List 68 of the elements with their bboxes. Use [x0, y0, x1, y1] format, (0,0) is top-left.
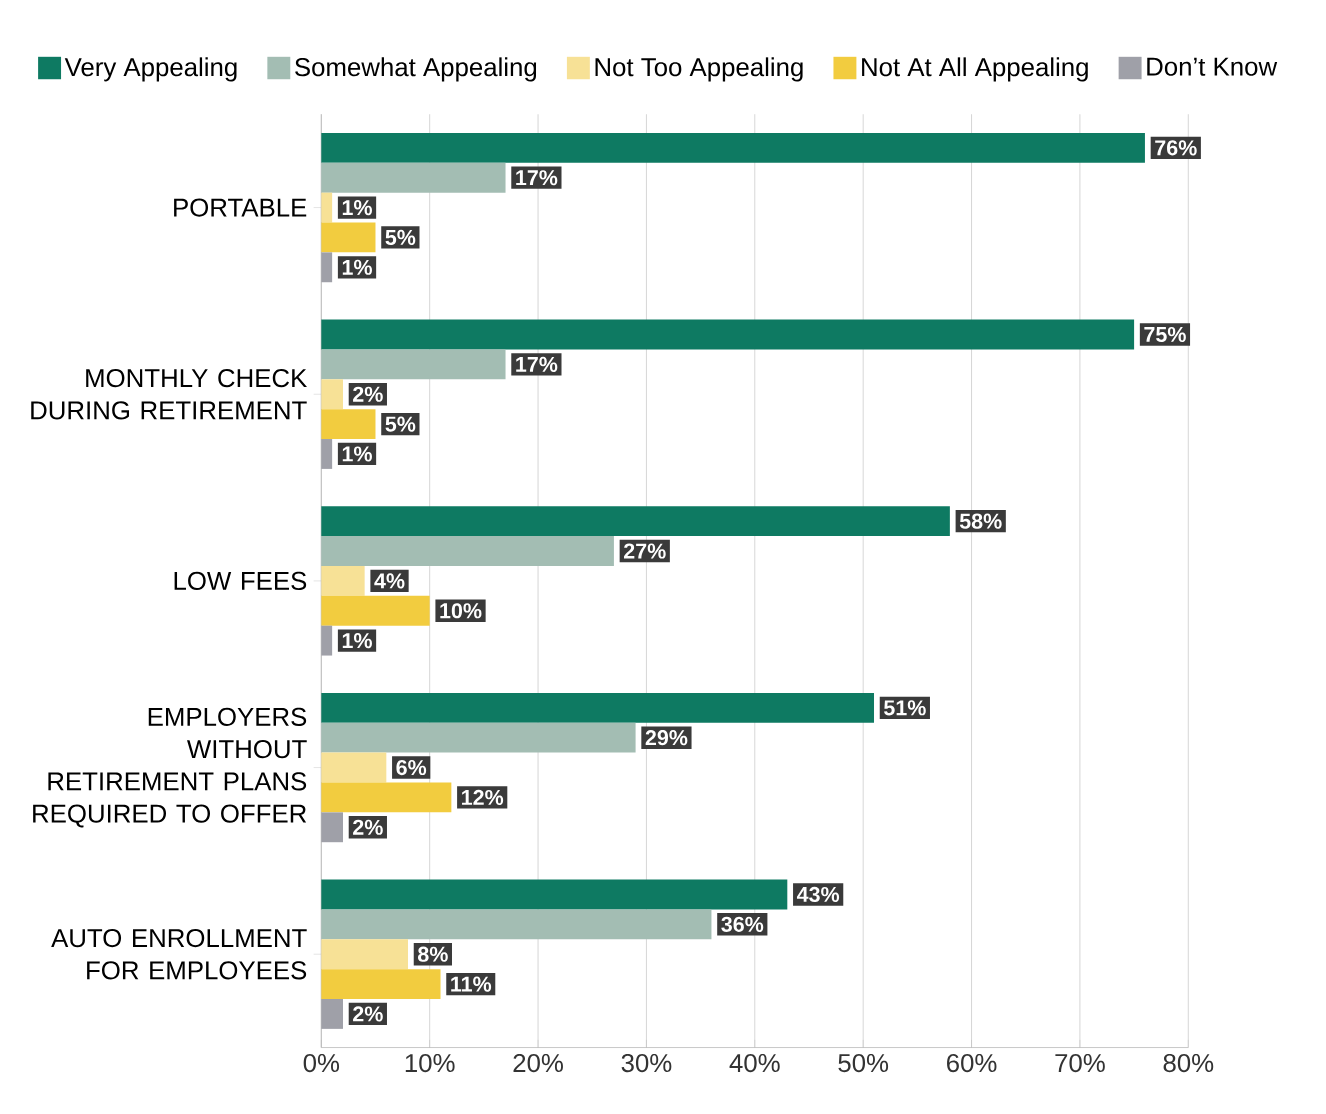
- y-tick-label: EMPLOYERS WITHOUT RETIREMENT PLANS REQUIRED TO OFFER: [33, 707, 307, 828]
- bar: [321, 722, 636, 753]
- data-label: 36%: [721, 916, 764, 933]
- data-label: 43%: [796, 886, 840, 903]
- data-label: 11%: [451, 976, 492, 992]
- data-label: 17%: [516, 170, 558, 186]
- bar: [321, 625, 333, 656]
- bar: [321, 969, 441, 1000]
- x-tick-label: 20%: [513, 1053, 563, 1073]
- bar: [321, 782, 452, 813]
- bar: [321, 162, 506, 193]
- legend-label: Don’t Know: [1147, 57, 1278, 76]
- x-tick-label: 30%: [621, 1053, 672, 1073]
- legend-label: Not Too Appealing: [595, 57, 803, 82]
- bar: [321, 349, 506, 380]
- bar: [321, 379, 343, 410]
- y-tick-label: PORTABLE: [174, 198, 307, 217]
- bar: [321, 909, 712, 940]
- data-label: 4%: [374, 573, 405, 589]
- legend-label: Very Appealing: [64, 57, 237, 82]
- bar: [321, 252, 333, 283]
- data-label: 1%: [342, 633, 372, 649]
- bar: [321, 999, 343, 1029]
- legend-label: Somewhat Appealing: [295, 57, 537, 82]
- data-label: 5%: [385, 416, 416, 432]
- bar: [321, 132, 1145, 163]
- data-label: 2%: [353, 1006, 383, 1022]
- legend-label: Not At All Appealing: [862, 57, 1088, 82]
- data-label: 6%: [396, 760, 427, 776]
- bar: [321, 566, 365, 596]
- data-label: 8%: [418, 946, 448, 962]
- data-label: 75%: [1144, 326, 1186, 343]
- bar: [321, 595, 430, 626]
- data-label: 1%: [342, 446, 372, 462]
- x-tick-label: 0%: [303, 1053, 340, 1073]
- bar: [321, 222, 376, 253]
- bar: [321, 812, 343, 843]
- x-tick-label: 50%: [838, 1053, 889, 1073]
- data-label: 76%: [1155, 140, 1197, 156]
- data-label: 1%: [342, 200, 372, 216]
- bar: [321, 506, 950, 537]
- bar: [321, 439, 333, 469]
- data-label: 17%: [516, 356, 558, 372]
- data-label: 2%: [353, 386, 383, 402]
- bar: [321, 536, 614, 567]
- data-label: 10%: [440, 603, 482, 619]
- bar: [321, 692, 875, 723]
- data-label: 58%: [959, 513, 1002, 529]
- x-tick-label: 60%: [947, 1053, 997, 1073]
- data-label: 12%: [462, 789, 504, 806]
- data-label: 29%: [645, 730, 688, 746]
- data-label: 51%: [884, 700, 926, 716]
- data-label: 5%: [385, 229, 416, 246]
- x-tick-label: 10%: [405, 1053, 455, 1073]
- bar: [321, 939, 409, 970]
- y-tick-label: AUTO ENROLLMENT FOR EMPLOYEES: [51, 929, 307, 980]
- x-tick-label: 70%: [1055, 1053, 1105, 1073]
- x-tick-label: 80%: [1163, 1053, 1214, 1073]
- bar: [321, 192, 333, 223]
- bar: [321, 319, 1135, 350]
- y-tick-label: LOW FEES: [174, 571, 307, 591]
- x-tick-label: 40%: [729, 1053, 780, 1073]
- bar: [321, 879, 788, 910]
- data-label: 2%: [353, 819, 383, 835]
- data-label: 27%: [624, 543, 666, 559]
- bar: [321, 752, 387, 783]
- y-tick-label: MONTHLY CHECK DURING RETIREMENT: [31, 369, 308, 420]
- data-label: 1%: [342, 259, 372, 275]
